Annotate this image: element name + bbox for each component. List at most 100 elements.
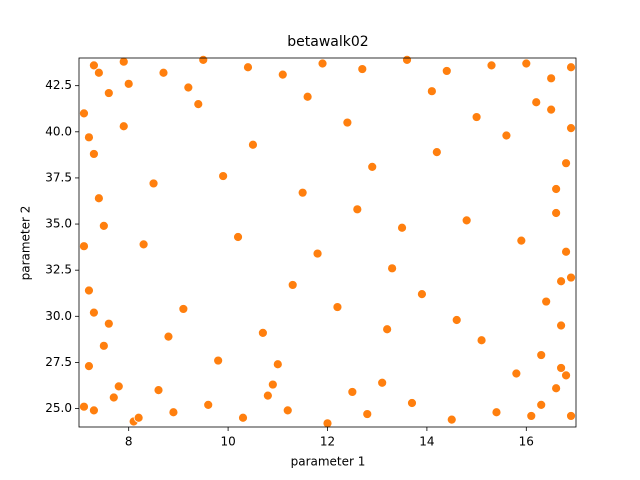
point xyxy=(566,411,576,421)
point xyxy=(282,405,293,416)
point xyxy=(566,62,576,73)
point xyxy=(98,220,109,231)
point xyxy=(491,407,502,418)
x-tick-label: 16 xyxy=(519,435,534,449)
x-tick-label: 12 xyxy=(320,435,335,449)
point xyxy=(89,149,99,159)
plot-frame xyxy=(78,57,577,428)
y-tick-label: 37.5 xyxy=(45,170,72,184)
point xyxy=(262,390,273,401)
point xyxy=(441,66,452,76)
point xyxy=(168,407,179,418)
point xyxy=(123,78,134,89)
point xyxy=(347,387,358,397)
point xyxy=(431,147,442,157)
point xyxy=(551,208,562,218)
point xyxy=(103,88,114,98)
x-tick-label: 14 xyxy=(419,435,434,449)
y-tick-label: 25.0 xyxy=(45,401,72,415)
point xyxy=(451,315,462,325)
x-tick-label: 8 xyxy=(125,435,133,449)
point xyxy=(243,62,253,73)
point xyxy=(133,412,144,423)
point xyxy=(536,350,547,360)
point xyxy=(551,383,562,394)
point xyxy=(397,222,407,233)
point xyxy=(561,370,571,381)
point xyxy=(521,58,532,69)
point xyxy=(302,91,313,102)
y-tick-label: 30.0 xyxy=(45,309,72,323)
point xyxy=(476,335,487,346)
point xyxy=(426,86,437,97)
point xyxy=(566,272,576,283)
y-axis-label: parameter 2 xyxy=(19,206,33,281)
point xyxy=(357,64,368,74)
point xyxy=(118,121,129,132)
point xyxy=(153,385,164,396)
point xyxy=(556,363,566,373)
point xyxy=(287,280,298,290)
point xyxy=(526,411,537,421)
y-tick-label: 35.0 xyxy=(45,217,72,231)
point xyxy=(163,331,174,342)
y-tick-label: 40.0 xyxy=(45,124,72,138)
point xyxy=(566,123,576,134)
point xyxy=(342,117,353,128)
point xyxy=(198,54,209,65)
point xyxy=(267,379,278,390)
chart-title: betawalk02 xyxy=(287,34,368,50)
point xyxy=(248,139,258,150)
point xyxy=(471,112,482,122)
point xyxy=(556,276,566,287)
point xyxy=(257,328,268,338)
point xyxy=(541,296,552,307)
point xyxy=(362,409,373,419)
point xyxy=(516,235,527,246)
point xyxy=(277,69,288,80)
y-tick-label: 42.5 xyxy=(45,78,72,92)
point xyxy=(79,401,89,412)
point xyxy=(407,398,417,408)
point xyxy=(158,67,169,78)
point xyxy=(501,130,512,141)
point xyxy=(556,320,566,331)
point xyxy=(89,60,99,71)
point xyxy=(84,361,94,372)
point xyxy=(89,405,99,416)
y-tick-label: 27.5 xyxy=(45,355,72,369)
point xyxy=(113,381,124,392)
point xyxy=(322,418,333,429)
point xyxy=(332,302,343,312)
point xyxy=(297,187,308,198)
point xyxy=(486,60,497,71)
point xyxy=(79,108,89,119)
point xyxy=(312,248,323,259)
point xyxy=(118,56,129,67)
x-tick-label: 10 xyxy=(220,435,235,449)
point xyxy=(93,67,104,78)
point xyxy=(417,289,427,300)
point xyxy=(203,399,214,410)
point xyxy=(93,193,104,204)
point xyxy=(79,241,89,252)
point xyxy=(183,82,194,93)
point xyxy=(108,392,119,403)
x-axis-label: parameter 1 xyxy=(291,455,366,469)
point xyxy=(138,239,149,250)
point xyxy=(218,171,229,181)
point xyxy=(402,54,412,65)
y-tick-label: 32.5 xyxy=(45,263,72,277)
point xyxy=(148,178,159,189)
point xyxy=(546,104,557,115)
point xyxy=(536,399,547,410)
point xyxy=(103,318,114,329)
point xyxy=(213,355,224,366)
point xyxy=(561,246,571,257)
point xyxy=(561,158,571,169)
point xyxy=(367,161,378,172)
point xyxy=(352,204,363,215)
point xyxy=(387,263,398,274)
point xyxy=(546,73,557,84)
